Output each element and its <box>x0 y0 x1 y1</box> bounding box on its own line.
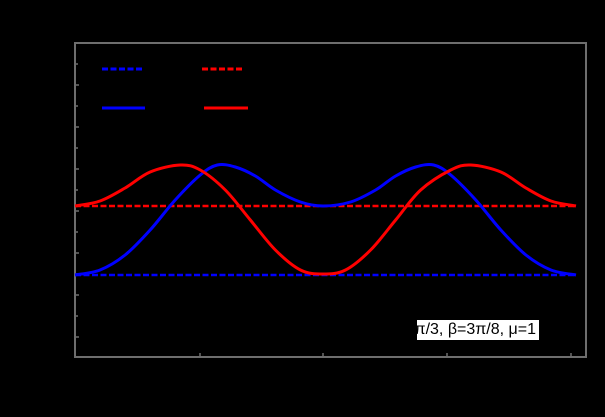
parameter-annotation: π/3, β=3π/8, μ=1 <box>417 320 539 340</box>
legend <box>102 67 248 110</box>
axis-ticks <box>75 63 572 357</box>
annotation-text: π/3, β=3π/8, μ=1 <box>417 321 536 338</box>
plot-frame <box>74 42 587 358</box>
axis-frame <box>74 42 587 358</box>
series-blue-solid <box>74 162 577 277</box>
series-red-solid <box>74 163 577 276</box>
data-series <box>74 162 577 277</box>
